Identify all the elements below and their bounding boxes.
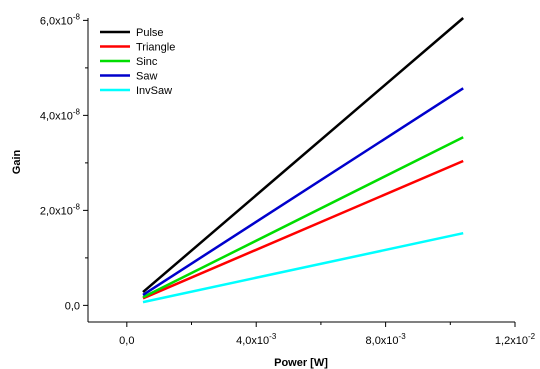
legend-label-triangle: Triangle bbox=[136, 42, 175, 54]
y-tick-label: 2,0x10-8 bbox=[40, 202, 81, 217]
y-tick-label: 0,0 bbox=[65, 300, 80, 312]
x-axis-title: Power [W] bbox=[274, 357, 328, 369]
x-tick-label: 0,0 bbox=[119, 335, 134, 347]
legend-label-saw: Saw bbox=[136, 71, 157, 83]
axes: 0,0 4,0x10-3 8,0x10-3 1,2x10-2 0,0 2,0x10-8 4,… bbox=[40, 12, 536, 347]
x-tick-label: 8,0x10-3 bbox=[366, 332, 407, 347]
x-tick-label: 1,2x10-2 bbox=[495, 332, 536, 347]
legend-label-pulse: Pulse bbox=[136, 27, 164, 39]
series-layer bbox=[142, 17, 465, 304]
legend: Pulse Triangle Sinc Saw InvSaw bbox=[100, 27, 175, 97]
series-line-invsaw bbox=[142, 231, 464, 304]
series-line-pulse bbox=[142, 17, 465, 294]
legend-label-invsaw: InvSaw bbox=[136, 85, 172, 97]
x-tick-label: 4,0x10-3 bbox=[236, 332, 277, 347]
legend-label-sinc: Sinc bbox=[136, 56, 158, 68]
series-line-saw bbox=[142, 87, 464, 296]
y-tick-label: 6,0x10-8 bbox=[40, 12, 81, 27]
series-line-sinc bbox=[142, 136, 464, 299]
y-tick-label: 4,0x10-8 bbox=[40, 107, 81, 122]
series-line-triangle bbox=[142, 159, 464, 300]
y-axis-title: Gain bbox=[11, 149, 23, 174]
